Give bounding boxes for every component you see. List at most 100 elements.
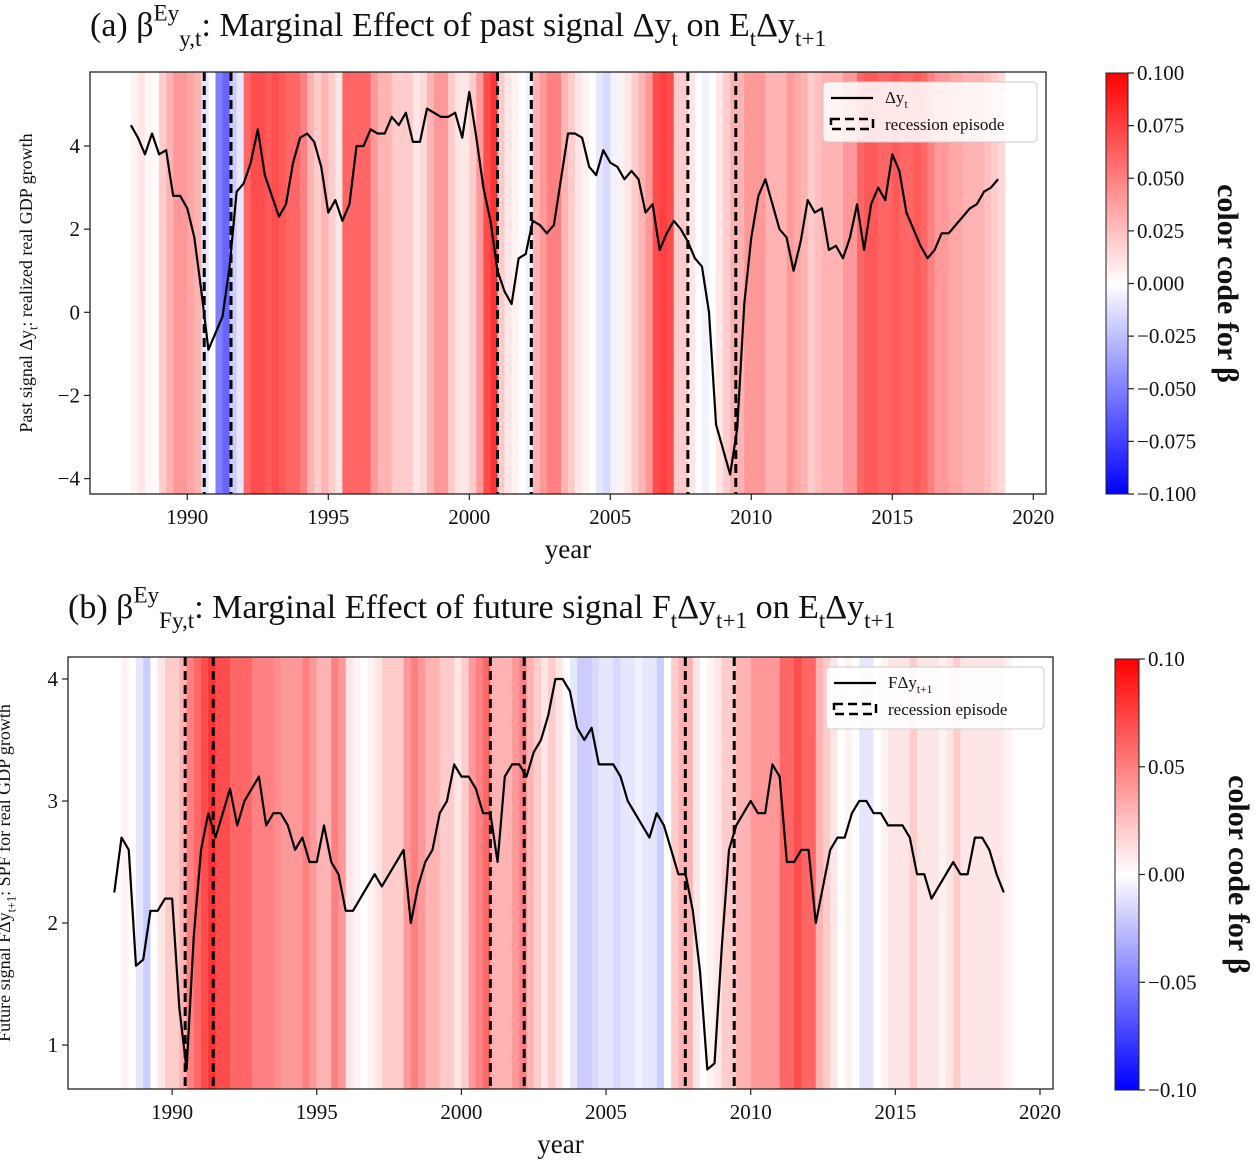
beta-stripe xyxy=(412,72,421,494)
beta-stripe xyxy=(948,72,957,494)
beta-stripe xyxy=(736,657,744,1089)
beta-stripe xyxy=(765,72,773,494)
beta-stripe xyxy=(419,72,428,494)
beta-stripe xyxy=(143,657,151,1089)
x-tick-label: 2000 xyxy=(440,1100,482,1124)
text-segment: t xyxy=(26,326,40,330)
beta-stripe xyxy=(539,72,548,494)
beta-stripe xyxy=(367,657,376,1089)
text-segment: t xyxy=(819,608,826,634)
y-tick-label: 2 xyxy=(48,911,59,935)
beta-stripe xyxy=(532,72,541,494)
text-segment: t+1 xyxy=(864,608,895,634)
x-tick-label: 1995 xyxy=(296,1100,338,1124)
beta-stripe xyxy=(844,657,853,1089)
text-segment: t xyxy=(671,608,678,634)
beta-stripe xyxy=(864,72,872,494)
beta-stripe xyxy=(830,657,838,1089)
beta-stripe xyxy=(945,657,954,1089)
beta-stripe xyxy=(278,72,287,494)
beta-stripe xyxy=(808,657,817,1089)
beta-stripe xyxy=(287,657,296,1089)
y-tick-label: 4 xyxy=(70,134,81,158)
beta-stripe xyxy=(577,657,585,1089)
beta-stripe xyxy=(352,657,361,1089)
beta-stripe xyxy=(938,657,947,1089)
beta-stripe xyxy=(568,72,576,494)
plot-frame xyxy=(67,656,1054,1090)
colorbar-tick-label: −0.050 xyxy=(1137,377,1196,401)
beta-stripe xyxy=(173,72,181,494)
beta-stripe xyxy=(331,657,339,1089)
beta-stripe xyxy=(280,657,289,1089)
beta-stripe xyxy=(620,657,629,1089)
text-segment: t xyxy=(904,98,908,111)
beta-stripe xyxy=(462,72,470,494)
text-segment: y,t xyxy=(179,26,202,52)
beta-stripe xyxy=(257,72,266,494)
beta-stripe xyxy=(504,72,512,494)
beta-stripe xyxy=(475,657,484,1089)
beta-stripe xyxy=(349,72,357,494)
text-segment: : Marginal Effect of future signal F xyxy=(194,589,671,626)
beta-stripe xyxy=(468,657,477,1089)
y-tick-label: 3 xyxy=(48,789,59,813)
text-segment: : Marginal Effect of past signal Δy xyxy=(201,7,671,44)
beta-stripe xyxy=(989,657,997,1089)
beta-stripe xyxy=(610,72,618,494)
beta-stripe xyxy=(721,657,730,1089)
colorbar-tick-label: −0.10 xyxy=(1148,1078,1197,1102)
colorbar-tick-label: 0.05 xyxy=(1148,755,1185,779)
beta-stripe xyxy=(251,657,260,1089)
beta-stripe xyxy=(526,657,535,1089)
beta-stripe xyxy=(750,657,759,1089)
beta-stripe xyxy=(709,72,717,494)
beta-stripe xyxy=(880,657,889,1089)
beta-stripe xyxy=(793,72,802,494)
colorbar xyxy=(1114,658,1140,1091)
beta-stripe xyxy=(842,72,851,494)
beta-stripe xyxy=(821,72,830,494)
beta-stripe xyxy=(448,72,456,494)
beta-stripe xyxy=(779,72,787,494)
beta-stripe xyxy=(837,657,846,1089)
plot-area xyxy=(113,657,1012,1089)
beta-stripe xyxy=(271,72,280,494)
beta-stripe xyxy=(707,657,715,1089)
beta-stripe xyxy=(483,657,491,1089)
colorbar-tick-label: 0.10 xyxy=(1148,647,1185,671)
text-segment: Ey xyxy=(154,1,180,27)
beta-stripe xyxy=(187,72,195,494)
legend-label: recession episode xyxy=(888,700,1007,719)
beta-stripe xyxy=(645,72,654,494)
beta-stripe xyxy=(266,657,274,1089)
beta-stripe xyxy=(446,657,455,1089)
beta-stripe xyxy=(678,657,687,1089)
beta-stripe xyxy=(403,657,412,1089)
beta-stripe xyxy=(483,72,491,494)
beta-stripe xyxy=(345,657,354,1089)
beta-stripe xyxy=(356,72,364,494)
beta-stripe xyxy=(569,657,578,1089)
beta-stripe xyxy=(434,72,442,494)
y-tick-label: −2 xyxy=(58,383,80,407)
beta-stripe xyxy=(321,72,329,494)
beta-stripe xyxy=(687,72,696,494)
beta-stripe xyxy=(634,657,643,1089)
x-tick-label: 2015 xyxy=(874,1100,916,1124)
y-axis-label: Past signal Δyt: realized real GDP growt… xyxy=(16,133,40,432)
beta-stripe xyxy=(730,72,738,494)
beta-stripe xyxy=(461,657,470,1089)
beta-stripe xyxy=(835,72,844,494)
legend-box xyxy=(825,666,1045,730)
beta-stripe xyxy=(801,657,809,1089)
colorbar-label: color code for β xyxy=(1211,184,1244,383)
beta-stripe xyxy=(159,72,167,494)
beta-stripe xyxy=(589,72,597,494)
beta-stripe xyxy=(377,72,386,494)
beta-stripe xyxy=(953,657,961,1089)
beta-stripe xyxy=(871,72,879,494)
x-tick-label: 2020 xyxy=(1012,505,1054,529)
y-tick-label: 0 xyxy=(70,300,81,324)
